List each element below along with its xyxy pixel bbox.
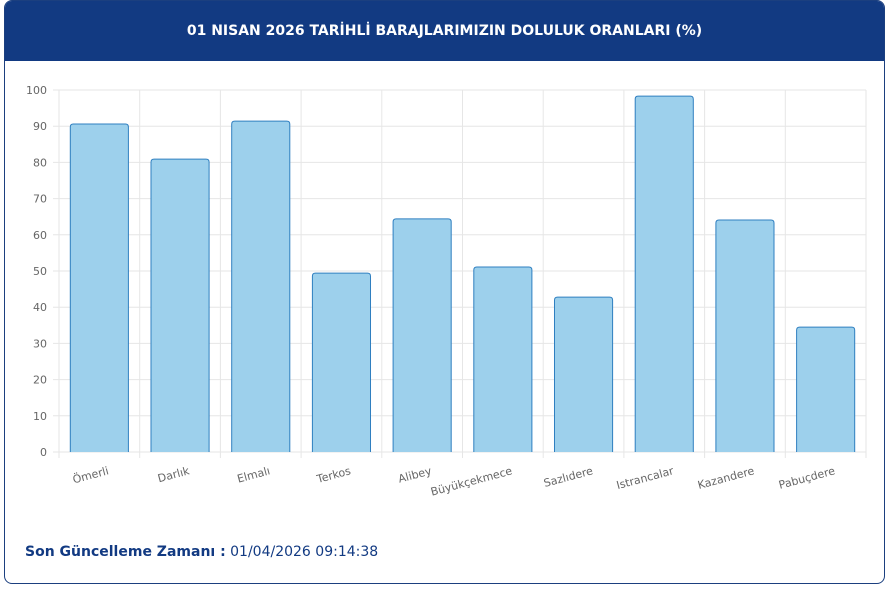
bar bbox=[231, 120, 291, 452]
y-tick-label: 0 bbox=[40, 446, 47, 459]
x-tick-label: Alibey bbox=[397, 464, 434, 485]
y-tick-label: 30 bbox=[33, 337, 47, 350]
bar bbox=[69, 123, 129, 452]
last-update: Son Güncelleme Zamanı : 01/04/2026 09:14… bbox=[25, 544, 378, 560]
y-tick-label: 90 bbox=[33, 120, 47, 133]
x-tick-label: Sazlıdere bbox=[542, 464, 594, 490]
x-tick-label: Ömerli bbox=[71, 464, 110, 486]
chart-card: 01 NISAN 2026 TARİHLİ BARAJLARIMIZIN DOL… bbox=[4, 0, 885, 584]
y-tick-label: 40 bbox=[33, 301, 47, 314]
bar bbox=[634, 95, 694, 452]
bar bbox=[715, 219, 775, 452]
bar bbox=[392, 218, 452, 452]
y-tick-label: 50 bbox=[33, 265, 47, 278]
y-tick-label: 60 bbox=[33, 229, 47, 242]
x-tick-label: Kazandere bbox=[696, 464, 756, 492]
chart-title: 01 NISAN 2026 TARİHLİ BARAJLARIMIZIN DOL… bbox=[5, 1, 884, 61]
last-update-label: Son Güncelleme Zamanı : bbox=[25, 544, 226, 560]
x-tick-label: Terkos bbox=[314, 464, 352, 486]
x-tick-label: Büyükçekmece bbox=[429, 464, 514, 498]
bar bbox=[553, 296, 614, 452]
y-tick-label: 70 bbox=[33, 193, 47, 206]
bar bbox=[473, 266, 533, 452]
y-tick-label: 20 bbox=[33, 374, 47, 387]
y-tick-label: 80 bbox=[33, 156, 47, 169]
y-tick-label: 10 bbox=[33, 410, 47, 423]
x-tick-label: Elmalı bbox=[236, 464, 272, 485]
x-tick-label: Darlık bbox=[156, 464, 191, 485]
x-tick-label: Istrancalar bbox=[615, 464, 675, 492]
last-update-time: 01/04/2026 09:14:38 bbox=[230, 544, 379, 560]
bar bbox=[150, 158, 210, 452]
x-tick-label: Pabuçdere bbox=[777, 464, 836, 492]
bar bbox=[796, 326, 856, 452]
y-tick-label: 100 bbox=[26, 84, 47, 97]
bar bbox=[311, 272, 372, 452]
